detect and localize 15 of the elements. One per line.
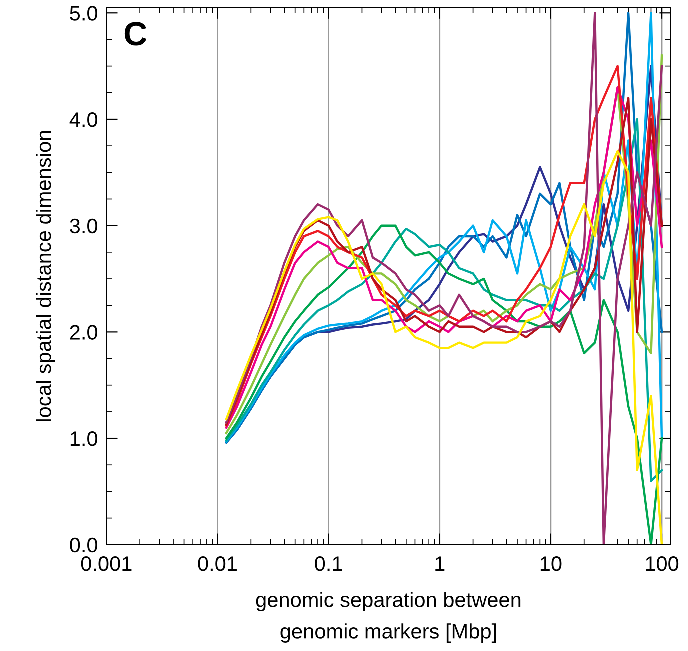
x-axis-title: genomic separation between genomic markers [Mbp]: [256, 592, 521, 644]
y-tick-label: 5.0: [70, 6, 98, 21]
y-axis-title: local spatial distance dimension: [36, 131, 56, 422]
x-tick-label: 0.1: [315, 556, 342, 572]
x-tick-label: 10: [540, 556, 562, 572]
x-tick-label: 100: [646, 556, 679, 572]
y-tick-label: 3.0: [70, 218, 98, 234]
y-tick-label: 1.0: [70, 432, 98, 446]
x-tick-label: 0.01: [198, 556, 237, 572]
x-tick-label: 1: [436, 556, 445, 572]
annotation: C: [124, 22, 147, 46]
y-tick-label: 4.0: [70, 112, 98, 128]
x-tick-label: 0.001: [81, 556, 132, 572]
y-tick-label: 2.0: [70, 325, 98, 340]
y-tick-label: 0.0: [70, 538, 98, 553]
